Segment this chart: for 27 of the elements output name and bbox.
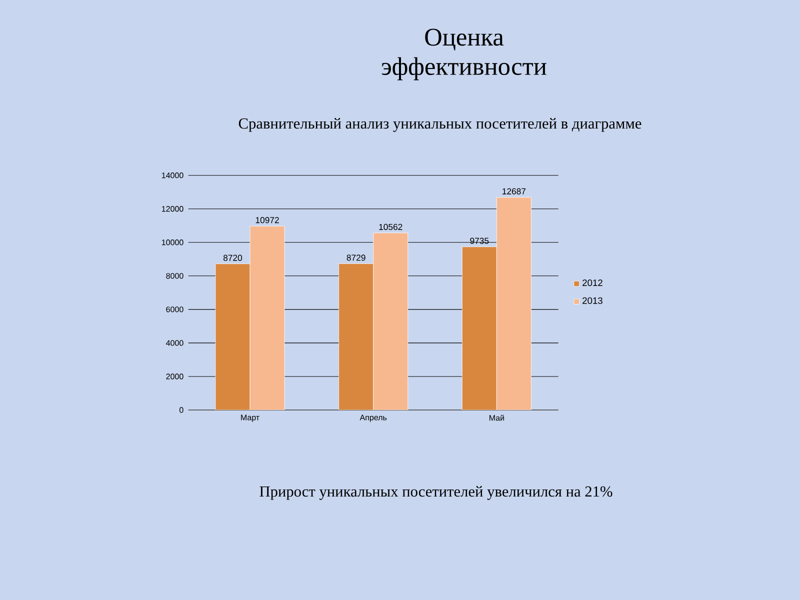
chart-subtitle: Сравнительный анализ уникальных посетителей в диаграмме <box>238 118 642 132</box>
bar <box>250 226 285 410</box>
y-tick-label: 12000 <box>162 206 184 212</box>
legend-label: 2013 <box>582 297 602 304</box>
y-tick-label: 4000 <box>166 340 184 346</box>
bar <box>215 264 250 410</box>
data-label: 10562 <box>379 224 402 230</box>
x-tick-label: Май <box>489 414 504 421</box>
data-label: 8729 <box>346 254 366 261</box>
y-tick-label: 2000 <box>166 374 184 380</box>
chart-title: Оценка эффективности <box>382 28 546 80</box>
y-tick-label: 0 <box>179 407 184 413</box>
y-tick-label: 14000 <box>162 172 184 178</box>
y-tick-label: 10000 <box>162 240 184 246</box>
data-label: 10972 <box>256 217 279 224</box>
data-label: 12687 <box>502 188 526 194</box>
y-tick-label: 6000 <box>166 306 184 312</box>
bar <box>496 197 532 410</box>
x-tick-label: Апрель <box>360 414 387 422</box>
data-label: 8720 <box>223 254 242 261</box>
bar <box>462 246 497 410</box>
bar <box>338 263 374 410</box>
x-tick-label: Март <box>241 414 260 422</box>
bar <box>373 232 408 410</box>
legend-label: 2012 <box>582 279 602 286</box>
y-tick-label: 8000 <box>166 273 184 279</box>
text: Прирост уникальных посетителей увеличился на 21% <box>260 486 612 500</box>
